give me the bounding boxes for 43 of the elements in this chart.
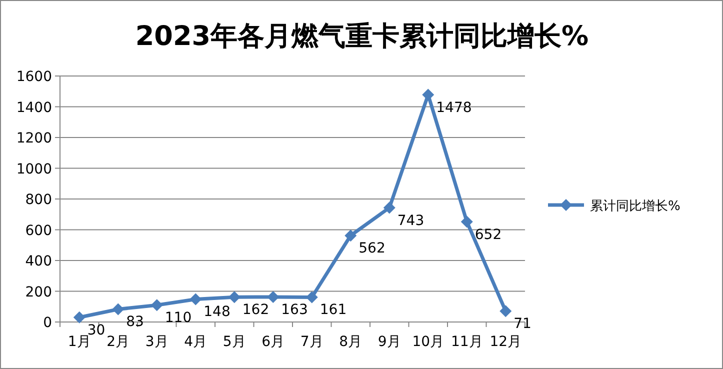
x-tick-label: 7月	[300, 334, 324, 350]
y-tick-label: 1400	[16, 100, 52, 116]
point	[344, 230, 357, 242]
point	[150, 299, 163, 312]
y-tick-label: 400	[25, 254, 52, 270]
point	[422, 88, 434, 101]
data-label: 83	[126, 314, 144, 330]
data-label: 1478	[436, 100, 472, 116]
x-tick-label: 8月	[339, 334, 362, 350]
point	[112, 303, 124, 316]
x-tick-label: 2月	[106, 334, 130, 350]
point	[460, 216, 473, 228]
x-tick-label: 4月	[184, 334, 208, 350]
point	[383, 202, 396, 214]
point	[190, 293, 202, 306]
y-tick-label: 800	[25, 192, 52, 208]
y-tick-label: 1600	[16, 69, 52, 85]
chart-title: 2023年各月燃气重卡累计同比增长%	[135, 21, 589, 52]
legend-label: 累计同比增长%	[590, 199, 680, 214]
data-label: 110	[164, 310, 192, 326]
y-tick-label: 1200	[16, 130, 52, 146]
data-label: 162	[242, 302, 270, 318]
point	[73, 311, 86, 324]
point	[500, 305, 512, 318]
y-tick-label: 1000	[16, 161, 52, 178]
data-label: 148	[204, 304, 230, 320]
data-label: 562	[358, 240, 386, 257]
data-label: 743	[397, 212, 424, 229]
data-label: 71	[514, 316, 532, 332]
y-tick-label: 0	[43, 315, 52, 331]
x-tick-label: 12月	[490, 334, 522, 350]
x-tick-label: 5月	[222, 334, 246, 350]
y-tick-label: 200	[25, 284, 52, 300]
x-tick-label: 6月	[262, 334, 285, 350]
x-tick-label: 11月	[450, 334, 483, 350]
x-tick-label: 10月	[412, 334, 444, 350]
data-label: 163	[281, 302, 308, 318]
y-tick-label: 600	[25, 222, 52, 239]
data-label: 161	[320, 302, 347, 318]
x-tick-label: 3月	[145, 334, 168, 350]
data-label: 652	[474, 226, 502, 243]
x-tick-label: 9月	[378, 334, 401, 350]
point	[228, 291, 240, 304]
